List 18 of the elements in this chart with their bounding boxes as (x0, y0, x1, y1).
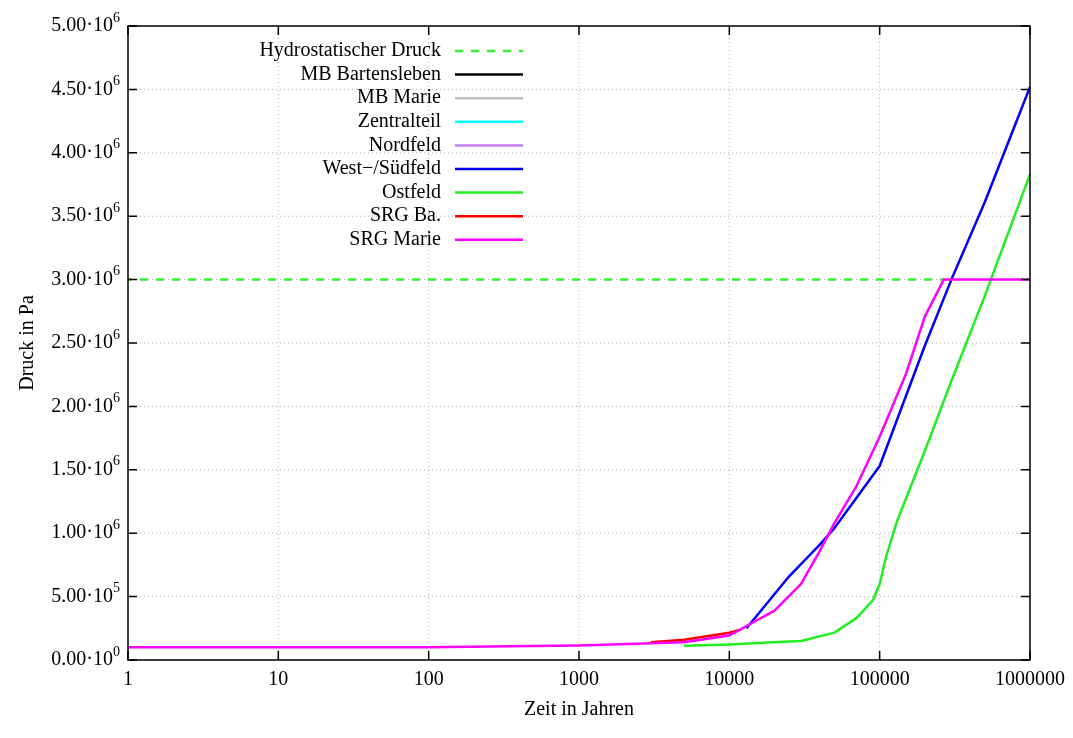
x-tick-label: 1000 (559, 667, 599, 690)
x-tick-label: 1000000 (995, 667, 1065, 690)
legend-label: SRG Ba. (369, 203, 441, 226)
legend-label: West−/Südfeld (322, 156, 441, 179)
legend-label: SRG Marie (349, 227, 442, 250)
x-tick-label: 10000 (704, 667, 755, 690)
legend-label: MB Marie (357, 85, 442, 108)
x-tick-label: 1 (123, 667, 133, 690)
legend-label: Hydrostatischer Druck (259, 38, 441, 62)
x-tick-label: 100000 (849, 667, 910, 690)
legend-label: MB Bartensleben (300, 61, 441, 84)
legend-label: Zentralteil (357, 109, 442, 132)
legend-label: Ostfeld (382, 179, 441, 202)
x-axis-title: Zeit in Jahren (524, 697, 634, 720)
y-axis-title: Druck in Pa (15, 295, 38, 391)
legend-label: Nordfeld (368, 132, 441, 155)
x-tick-label: 100 (413, 667, 444, 690)
x-tick-label: 10 (268, 667, 289, 690)
